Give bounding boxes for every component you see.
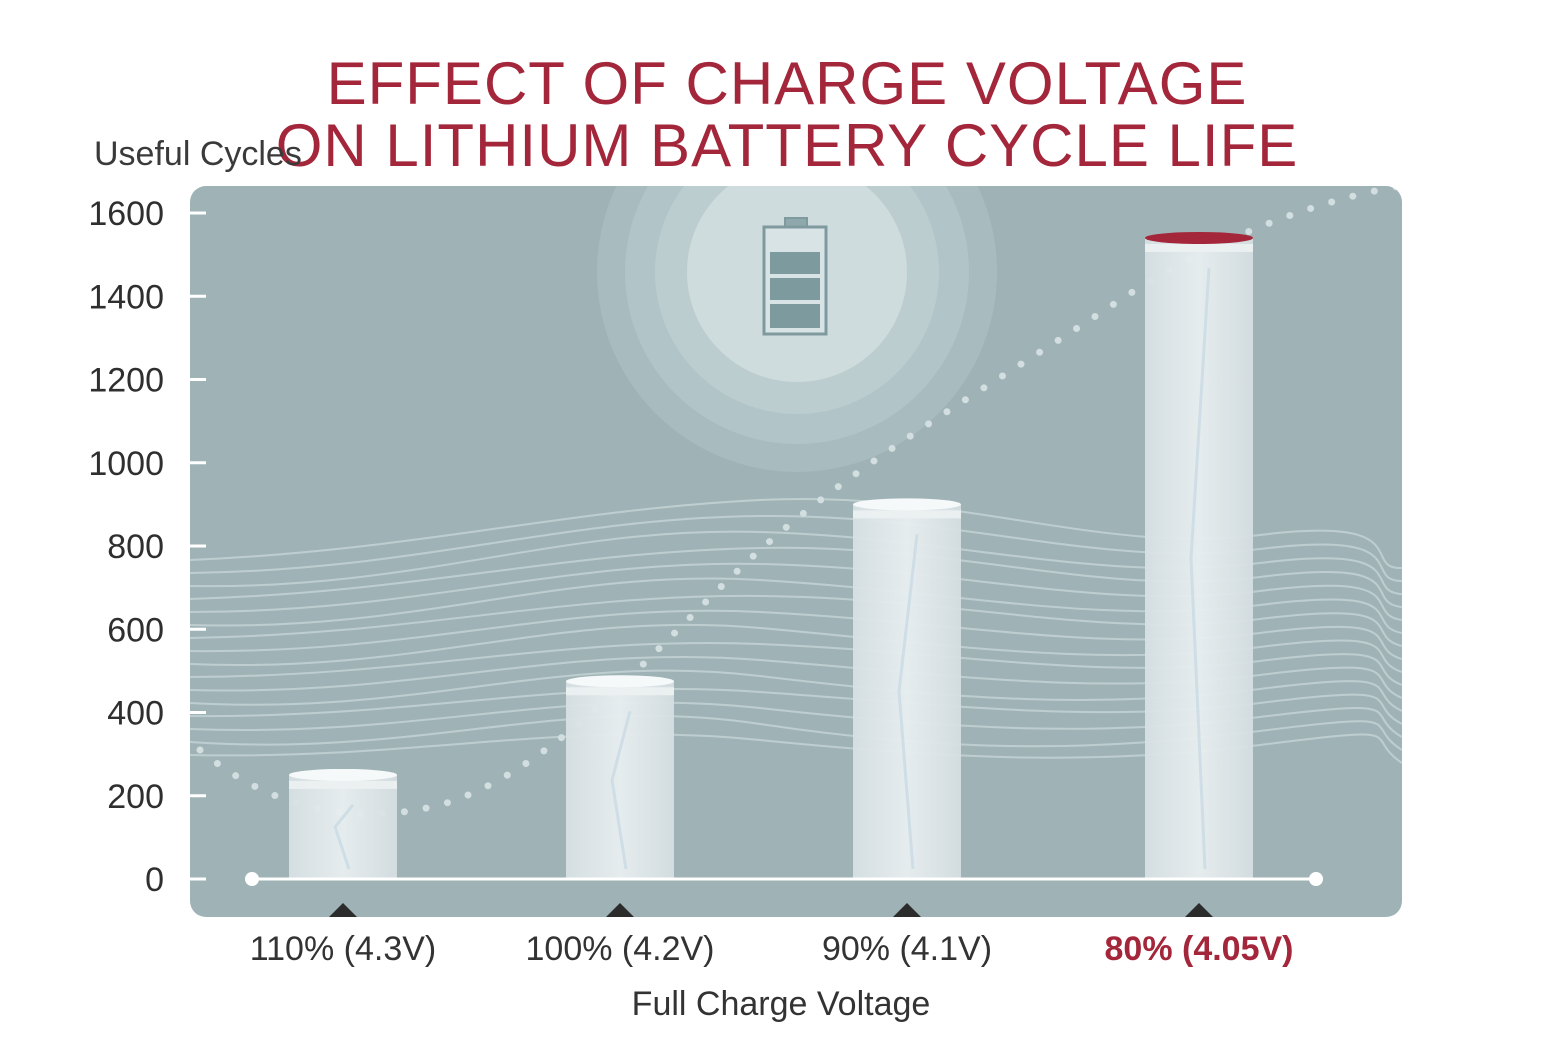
y-tick-label: 1600 [88, 195, 164, 233]
x-axis: 110% (4.3V) 100% (4.2V) 90% (4.1V) 80% (4.0… [250, 903, 1294, 968]
x-axis-end-dot [1309, 872, 1323, 886]
x-tick-label: 90% (4.1V) [822, 930, 992, 968]
y-tick-label: 800 [107, 528, 164, 566]
x-tick-marker [329, 903, 357, 917]
bar-4 [1145, 231, 1253, 880]
bar-3 [853, 498, 961, 879]
y-tick-label: 400 [107, 695, 164, 733]
bar-2 [566, 675, 674, 879]
bar-cap [1145, 231, 1253, 244]
bar-cap-band [566, 687, 674, 696]
chart-title-line-1: EFFECT OF CHARGE VOLTAGE [327, 50, 1248, 117]
bar-cap-band [1145, 243, 1253, 252]
bar-body [566, 681, 674, 879]
y-tick-label: 1400 [88, 278, 164, 316]
y-tick-label: 0 [145, 861, 164, 899]
battery-icon [762, 217, 828, 336]
bar-cap [289, 768, 397, 781]
chart-title-line-2: ON LITHIUM BATTERY CYCLE LIFE [276, 112, 1299, 179]
x-tick-label: 80% (4.05V) [1105, 930, 1294, 968]
y-axis-label: Useful Cycles [94, 135, 302, 173]
y-tick-label: 1200 [88, 362, 164, 400]
bar-texture [610, 710, 632, 870]
x-tick-marker [1185, 903, 1213, 917]
bar-texture [333, 803, 355, 870]
y-axis: 0 200 400 600 800 1000 1200 1400 1600 [88, 195, 206, 899]
x-tick-marker [606, 903, 634, 917]
bar-texture [1189, 267, 1211, 870]
plot-panel [190, 186, 1402, 917]
y-tick-label: 200 [107, 778, 164, 816]
x-tick-marker [893, 903, 921, 917]
bar-body [289, 774, 397, 879]
bar-cap-band [289, 780, 397, 789]
bar-cap [853, 498, 961, 511]
y-tick-label: 600 [107, 611, 164, 649]
bar-cap-band [853, 510, 961, 519]
bars [289, 231, 1253, 880]
x-tick-label: 110% (4.3V) [250, 930, 436, 968]
bar-1 [289, 768, 397, 879]
bar-cap [566, 675, 674, 688]
bar-body [853, 504, 961, 879]
x-axis-start-dot [245, 872, 259, 886]
x-tick-label: 100% (4.2V) [526, 930, 715, 968]
y-tick-label: 1000 [88, 445, 164, 483]
x-axis-label: Full Charge Voltage [632, 985, 931, 1023]
bar-body [1145, 237, 1253, 880]
bar-texture [897, 534, 919, 870]
